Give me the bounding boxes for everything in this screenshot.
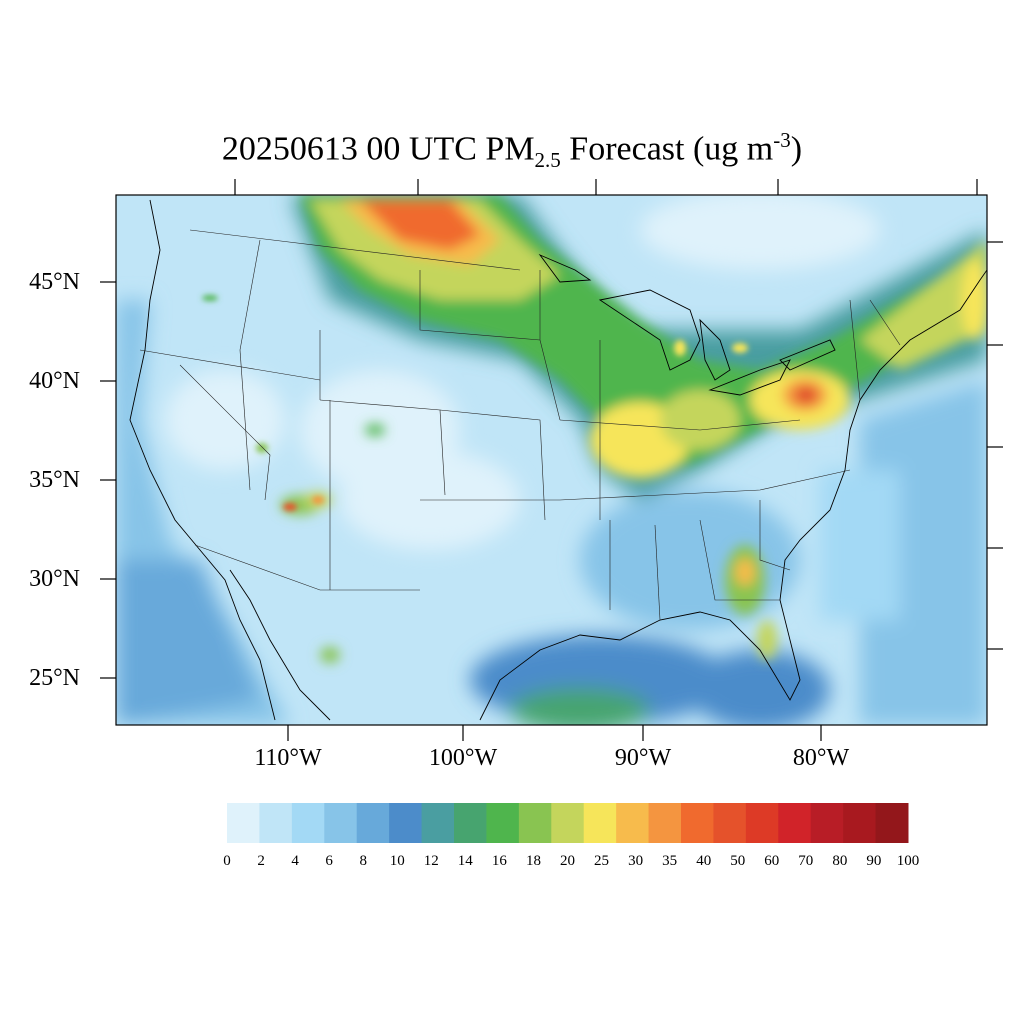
coastlines: [129, 199, 987, 721]
lat-label-25n: 25°N: [29, 665, 80, 691]
lat-label-45n: 45°N: [29, 269, 80, 295]
colorbar-tick-label: 0: [223, 853, 231, 869]
colorbar-tick-label: 6: [325, 853, 333, 869]
lat-label-30n: 30°N: [29, 566, 80, 592]
lon-label-90w: 90°W: [614, 745, 672, 771]
state-borders: [139, 229, 901, 621]
lat-label-35n: 35°N: [29, 467, 80, 493]
colorbar-tick-label: 14: [457, 853, 473, 869]
colorbar-tick-label: 80: [832, 853, 848, 869]
colorbar-swatch: [713, 803, 747, 843]
colorbar-swatch: [843, 803, 877, 843]
colorbar-swatch: [583, 803, 617, 843]
colorbar: [227, 803, 909, 843]
colorbar-swatch: [356, 803, 390, 843]
colorbar-swatch: [648, 803, 682, 843]
colorbar-swatch: [875, 803, 909, 843]
lon-label-80w: 80°W: [792, 745, 850, 771]
colorbar-tick-label: 8: [359, 853, 367, 869]
colorbar-tick-label: 16: [491, 853, 507, 869]
lon-label-110w: 110°W: [254, 745, 322, 771]
colorbar-swatch: [486, 803, 520, 843]
colorbar-swatch: [421, 803, 455, 843]
colorbar-swatch: [616, 803, 650, 843]
colorbar-tick-label: 100: [896, 853, 920, 869]
colorbar-tick-label: 25: [594, 853, 609, 869]
map-title: 20250613 00 UTC PM2.5 Forecast (ug m-3): [221, 128, 803, 173]
colorbar-tick-label: 60: [764, 853, 780, 869]
colorbar-swatch: [259, 803, 293, 843]
colorbar-tick-label: 70: [798, 853, 814, 869]
colorbar-tick-label: 20: [560, 853, 575, 869]
colorbar-tick-label: 4: [291, 853, 299, 869]
colorbar-swatch: [291, 803, 325, 843]
concentration-field: [116, 195, 987, 725]
colorbar-tick-label: 30: [628, 853, 644, 869]
colorbar-tick-label: 12: [423, 853, 439, 869]
lon-label-100w: 100°W: [428, 745, 498, 771]
colorbar-swatch: [227, 803, 260, 843]
colorbar-swatch: [389, 803, 423, 843]
colorbar-swatch: [778, 803, 812, 843]
colorbar-tick-label: 50: [730, 853, 746, 869]
colorbar-tick-label: 2: [257, 853, 265, 869]
colorbar-tick-label: 40: [696, 853, 712, 869]
tick-marks: [100, 179, 1003, 741]
colorbar-tick-label: 18: [526, 853, 541, 869]
colorbar-swatch: [324, 803, 358, 843]
colorbar-swatch: [810, 803, 844, 843]
colorbar-swatch: [745, 803, 779, 843]
colorbar-swatch: [681, 803, 714, 843]
colorbar-swatch: [518, 803, 552, 843]
lat-label-40n: 40°N: [29, 368, 80, 394]
colorbar-tick-label: 10: [389, 853, 405, 869]
colorbar-tick-label: 35: [662, 853, 678, 869]
colorbar-tick-label: 90: [866, 853, 882, 869]
colorbar-swatch: [551, 803, 585, 843]
colorbar-swatch: [454, 803, 487, 843]
